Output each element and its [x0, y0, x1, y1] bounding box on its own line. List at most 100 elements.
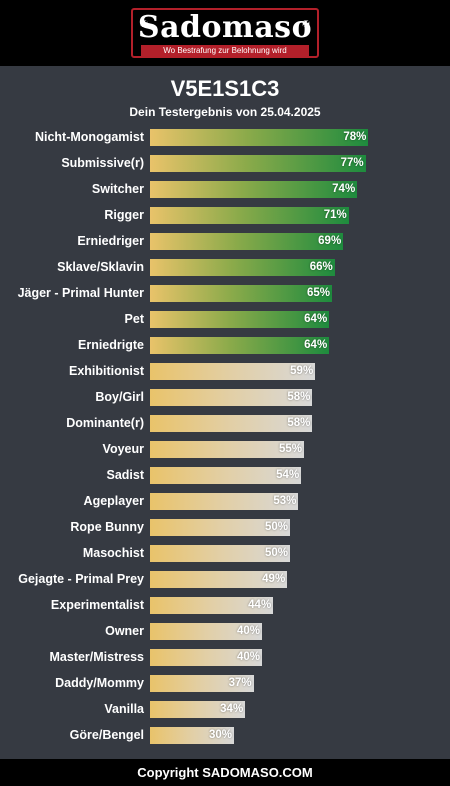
result-row: Göre/Bengel 30%: [0, 725, 450, 745]
result-percent: 53%: [273, 495, 297, 507]
result-bar-track: 49%: [150, 571, 430, 588]
result-percent: 40%: [236, 625, 260, 637]
result-bar-track: 77%: [150, 155, 430, 172]
result-bar-track: 65%: [150, 285, 430, 302]
result-label: Voyeur: [102, 442, 144, 456]
result-row: Sadist 54%: [0, 465, 450, 485]
result-bar-track: 58%: [150, 389, 430, 406]
result-bar-track: 58%: [150, 415, 430, 432]
result-bar: 64%: [150, 311, 330, 328]
result-percent: 58%: [287, 391, 311, 403]
result-bar: 58%: [150, 389, 313, 406]
result-bar: 37%: [150, 675, 254, 692]
result-label: Nicht-Monogamist: [34, 130, 144, 144]
result-bar-track: 53%: [150, 493, 430, 510]
result-percent: 65%: [306, 287, 330, 299]
result-row: Ageplayer 53%: [0, 491, 450, 511]
result-row: Rope Bunny 50%: [0, 517, 450, 537]
result-percent: 64%: [304, 313, 328, 325]
result-row: Pet 64%: [0, 309, 450, 329]
result-row: Erniedrigte 64%: [0, 335, 450, 355]
result-bar-track: 78%: [150, 129, 430, 146]
result-bar-track: 50%: [150, 519, 430, 536]
result-bar: 55%: [150, 441, 304, 458]
result-label: Boy/Girl: [95, 390, 144, 404]
result-percent: 49%: [262, 573, 286, 585]
result-bar-track: 74%: [150, 181, 430, 198]
result-label: Erniedriger: [77, 234, 144, 248]
result-bar-track: 44%: [150, 597, 430, 614]
result-bar: 71%: [150, 207, 349, 224]
result-bar: 65%: [150, 285, 332, 302]
result-label: Pet: [124, 312, 144, 326]
result-label: Jäger - Primal Hunter: [17, 286, 144, 300]
result-label: Gejagte - Primal Prey: [18, 572, 144, 586]
result-bar-track: 30%: [150, 727, 430, 744]
result-bar-track: 64%: [150, 311, 430, 328]
site-logo[interactable]: ✠ ✠ Sadomaso Wo Bestrafung zur Belohnung…: [131, 8, 319, 58]
logo-wordmark: Sadomaso: [137, 10, 313, 45]
result-percent: 30%: [208, 729, 232, 741]
result-percent: 50%: [264, 521, 288, 533]
result-bar-track: 69%: [150, 233, 430, 250]
result-percent: 55%: [278, 443, 302, 455]
result-bar: 49%: [150, 571, 288, 588]
result-bar-track: 55%: [150, 441, 430, 458]
result-row: Daddy/Mommy 37%: [0, 673, 450, 693]
footer-copyright: Copyright SADOMASO.COM: [0, 759, 450, 786]
result-row: Voyeur 55%: [0, 439, 450, 459]
result-label: Rope Bunny: [70, 520, 144, 534]
result-percent: 58%: [287, 417, 311, 429]
result-row: Exhibitionist 59%: [0, 361, 450, 381]
result-percent: 44%: [248, 599, 272, 611]
result-percent: 37%: [228, 677, 252, 689]
result-title: V5E1S1C3: [170, 76, 280, 101]
result-label: Master/Mistress: [49, 650, 145, 664]
result-bar-track: 40%: [150, 623, 430, 640]
result-percent: 66%: [309, 261, 333, 273]
result-label: Vanilla: [104, 702, 144, 716]
result-percent: 54%: [276, 469, 300, 481]
result-row: Masochist 50%: [0, 543, 450, 563]
result-label: Ageplayer: [83, 494, 144, 508]
result-percent: 40%: [236, 651, 260, 663]
header-bar: ✠ ✠ Sadomaso Wo Bestrafung zur Belohnung…: [0, 0, 450, 66]
result-label: Switcher: [91, 182, 144, 196]
result-bar: 50%: [150, 519, 290, 536]
result-label: Daddy/Mommy: [55, 676, 144, 690]
result-percent: 59%: [290, 365, 314, 377]
result-percent: 50%: [264, 547, 288, 559]
result-bar: 34%: [150, 701, 246, 718]
result-row: Gejagte - Primal Prey 49%: [0, 569, 450, 589]
result-bar-track: 34%: [150, 701, 430, 718]
result-row: Master/Mistress 40%: [0, 647, 450, 667]
result-bar: 74%: [150, 181, 358, 198]
result-bar-track: 40%: [150, 649, 430, 666]
result-bar: 58%: [150, 415, 313, 432]
result-bar-track: 50%: [150, 545, 430, 562]
result-bar: 50%: [150, 545, 290, 562]
result-bar: 64%: [150, 337, 330, 354]
result-label: Masochist: [82, 546, 144, 560]
result-label: Rigger: [104, 208, 144, 222]
result-bar-track: 71%: [150, 207, 430, 224]
result-bar-track: 54%: [150, 467, 430, 484]
result-row: Dominante(r) 58%: [0, 413, 450, 433]
result-row: Erniedriger 69%: [0, 231, 450, 251]
result-row: Sklave/Sklavin 66%: [0, 257, 450, 277]
result-bar-track: 64%: [150, 337, 430, 354]
result-bar: 44%: [150, 597, 274, 614]
result-bar-track: 37%: [150, 675, 430, 692]
ornament-right-icon: ✠: [302, 19, 310, 29]
result-label: Owner: [105, 624, 144, 638]
result-label: Exhibitionist: [69, 364, 144, 378]
result-row: Rigger 71%: [0, 205, 450, 225]
result-bar: 53%: [150, 493, 299, 510]
result-row: Switcher 74%: [0, 179, 450, 199]
result-bar-track: 59%: [150, 363, 430, 380]
result-percent: 78%: [343, 131, 367, 143]
result-subtitle: Dein Testergebnis von 25.04.2025: [129, 105, 321, 119]
result-bar-track: 66%: [150, 259, 430, 276]
result-row: Owner 40%: [0, 621, 450, 641]
result-percent: 34%: [220, 703, 244, 715]
